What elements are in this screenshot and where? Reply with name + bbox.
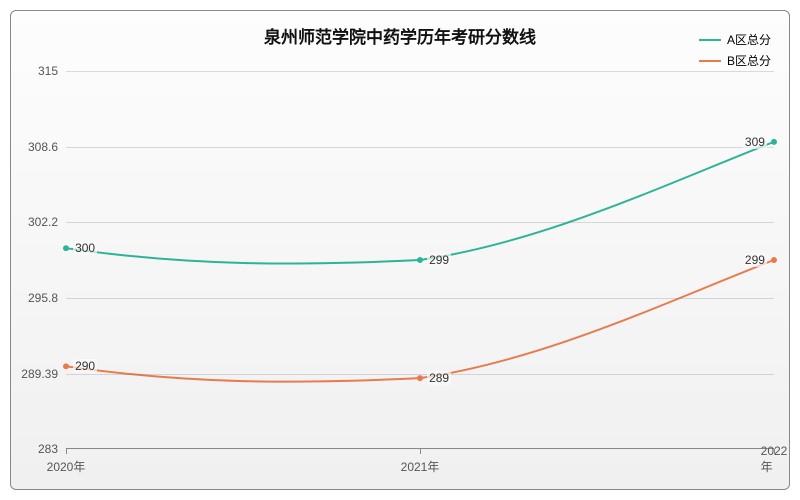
grid-line (66, 147, 774, 148)
data-point (771, 139, 777, 145)
data-point (63, 363, 69, 369)
x-tick (420, 449, 421, 454)
grid-line (66, 374, 774, 375)
series-line (66, 142, 774, 264)
plot-area: 283289.39295.8302.2308.63152020年2021年202… (66, 71, 774, 449)
grid-line (66, 71, 774, 72)
y-tick-label: 302.2 (16, 215, 58, 229)
legend-item-a: A区总分 (699, 31, 771, 48)
data-point (417, 375, 423, 381)
y-tick-label: 308.6 (16, 140, 58, 154)
data-label: 289 (427, 371, 451, 385)
legend-label-a: A区总分 (727, 31, 771, 48)
legend-swatch-a (699, 39, 721, 41)
data-label: 299 (743, 253, 767, 267)
grid-line (66, 298, 774, 299)
data-point (771, 257, 777, 263)
series-line (66, 260, 774, 382)
y-tick-label: 295.8 (16, 291, 58, 305)
grid-line (66, 222, 774, 223)
x-tick (774, 449, 775, 454)
x-tick-label: 2021年 (401, 458, 440, 475)
data-label: 300 (73, 241, 97, 255)
x-tick-label: 2020年 (47, 458, 86, 475)
legend-item-b: B区总分 (699, 52, 771, 69)
legend-swatch-b (699, 60, 721, 62)
chart-title: 泉州师范学院中药学历年考研分数线 (11, 23, 789, 48)
legend: A区总分 B区总分 (699, 31, 771, 73)
data-label: 309 (743, 135, 767, 149)
data-label: 299 (427, 253, 451, 267)
chart-container: 泉州师范学院中药学历年考研分数线 A区总分 B区总分 283289.39295.… (10, 10, 790, 490)
x-tick (66, 449, 67, 454)
y-tick-label: 315 (16, 64, 58, 78)
data-point (63, 245, 69, 251)
data-label: 290 (73, 359, 97, 373)
data-point (417, 257, 423, 263)
y-tick-label: 283 (16, 442, 58, 456)
legend-label-b: B区总分 (727, 52, 771, 69)
y-tick-label: 289.39 (16, 367, 58, 381)
line-svg (66, 71, 774, 449)
